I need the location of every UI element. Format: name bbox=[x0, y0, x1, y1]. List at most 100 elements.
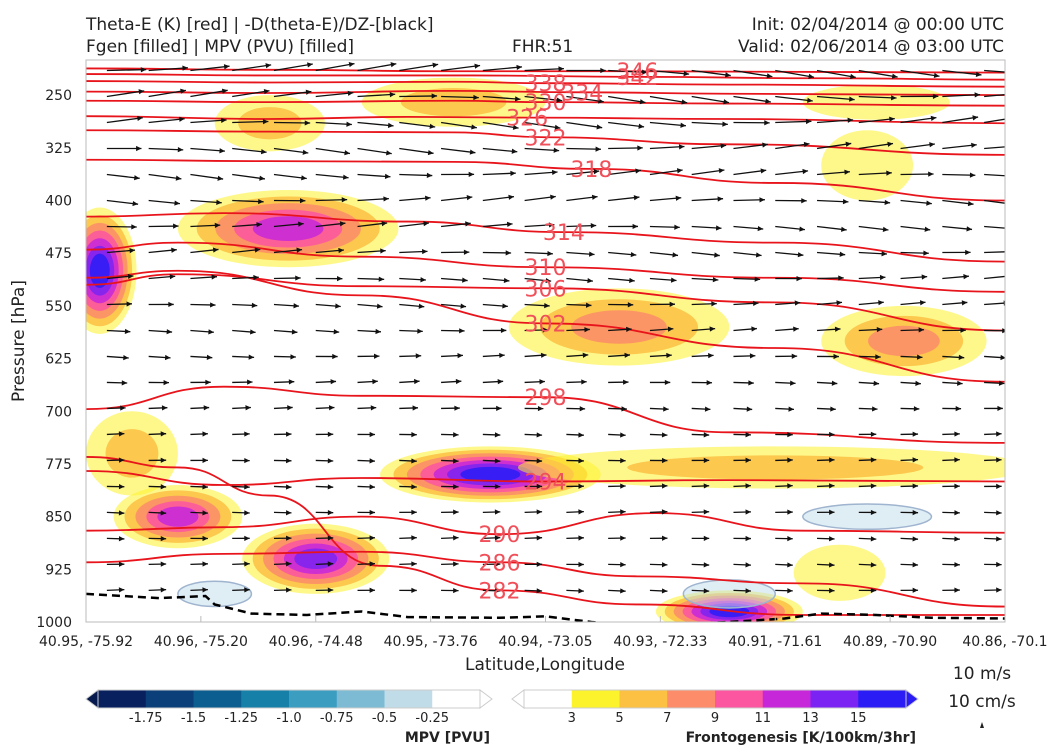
wind-vector-head bbox=[137, 115, 143, 122]
y-tick-label: 400 bbox=[45, 194, 72, 210]
wind-vector-head bbox=[118, 484, 125, 490]
wind-vector-head bbox=[336, 276, 343, 282]
wind-vector bbox=[816, 142, 852, 150]
wind-vector bbox=[106, 117, 143, 124]
wind-vector bbox=[691, 121, 728, 126]
wind-vector bbox=[816, 69, 856, 79]
wind-vector-head bbox=[802, 168, 809, 175]
wind-vector-head bbox=[387, 122, 394, 128]
wind-vector-head bbox=[516, 64, 523, 71]
wind-vector-head bbox=[505, 250, 512, 256]
wind-vector-head bbox=[136, 145, 142, 152]
wind-vector-head bbox=[930, 115, 937, 121]
theta-e-label-310: 310 bbox=[525, 256, 567, 281]
wind-vector-head bbox=[287, 405, 293, 411]
wind-vector-head bbox=[369, 561, 376, 567]
wind-vector-head bbox=[411, 484, 417, 490]
wind-vector-head bbox=[494, 483, 501, 490]
wind-vector bbox=[984, 93, 1005, 98]
wind-vector bbox=[399, 121, 436, 128]
wind-vector bbox=[984, 118, 1005, 124]
wind-vector bbox=[608, 147, 643, 150]
wind-vector-head bbox=[344, 150, 350, 156]
wind-vector-head bbox=[916, 354, 923, 360]
wind-vector-head bbox=[706, 380, 713, 386]
wind-vector bbox=[858, 95, 897, 99]
mpv-patch-0 bbox=[177, 580, 253, 608]
theta-e-label-318: 318 bbox=[570, 158, 612, 183]
y-tick-label: 925 bbox=[45, 562, 72, 578]
wind-vector bbox=[566, 121, 603, 129]
wind-vector-head bbox=[245, 405, 251, 411]
wind-vector bbox=[984, 275, 1005, 280]
wind-vector-head bbox=[787, 457, 793, 463]
wind-vector-head bbox=[288, 379, 295, 385]
wind-vector bbox=[691, 95, 730, 104]
wind-vector-head bbox=[886, 170, 892, 176]
wind-vector-head bbox=[879, 274, 886, 281]
wind-vector bbox=[775, 120, 812, 124]
wind-vector-head bbox=[578, 509, 584, 515]
wind-vector-head bbox=[766, 73, 773, 79]
wind-vector-head bbox=[598, 98, 604, 104]
wind-vector-head bbox=[536, 588, 543, 594]
wind-vector-head bbox=[494, 509, 501, 515]
wind-vector-head bbox=[335, 303, 341, 309]
valid-time: Valid: 02/06/2014 @ 03:00 UTC bbox=[738, 37, 1004, 57]
x-tick-label: 40.96, -74.48 bbox=[269, 634, 363, 650]
wind-vector bbox=[190, 173, 224, 180]
wind-vector-head bbox=[661, 535, 668, 541]
wind-vector-head bbox=[829, 536, 835, 542]
y-tick-label: 550 bbox=[45, 299, 72, 315]
wind-vector-head bbox=[426, 172, 433, 179]
wind-vector-head bbox=[422, 248, 428, 255]
wind-vector-head bbox=[411, 535, 417, 541]
wind-vector-head bbox=[807, 97, 813, 103]
wind-vector-head bbox=[244, 587, 250, 593]
wind-vector-head bbox=[417, 328, 423, 334]
wind-vector bbox=[440, 121, 477, 129]
mpv-patch-2 bbox=[682, 579, 776, 609]
wind-vector-head bbox=[214, 222, 221, 228]
wind-vector-head bbox=[124, 328, 131, 335]
wind-vector-head bbox=[870, 431, 877, 437]
wind-vector-head bbox=[220, 117, 227, 123]
wind-vector-head bbox=[474, 63, 481, 69]
y-axis-label: Pressure [hPa] bbox=[9, 280, 29, 402]
wind-vector bbox=[148, 67, 188, 72]
wind-ref-label-2: 10 cm/s bbox=[948, 692, 1016, 712]
wind-vector-head bbox=[661, 588, 668, 594]
wind-vector-head bbox=[829, 457, 835, 463]
wind-vector-head bbox=[954, 587, 960, 593]
wind-vector-head bbox=[919, 300, 926, 306]
x-tick-label: 40.86, -70.1 bbox=[962, 634, 1047, 650]
wind-vector-head bbox=[672, 252, 679, 258]
colorbar-swatch bbox=[667, 690, 716, 708]
wind-vector-head bbox=[208, 329, 214, 335]
wind-vector bbox=[482, 172, 516, 176]
wind-vector-head bbox=[842, 199, 849, 205]
wind-vector-head bbox=[1018, 70, 1024, 75]
wind-vector-head bbox=[265, 63, 272, 69]
wind-vector bbox=[775, 69, 815, 78]
x-axis-label: Latitude,Longitude bbox=[465, 655, 625, 675]
wind-vector-head bbox=[163, 379, 169, 386]
wind-vector bbox=[942, 93, 981, 98]
wind-vector-head bbox=[286, 510, 292, 516]
wind-vector-head bbox=[790, 380, 796, 386]
wind-vector bbox=[524, 121, 561, 129]
wind-vector-head bbox=[787, 483, 793, 489]
wind-vector-head bbox=[168, 301, 174, 308]
wind-vector-head bbox=[429, 123, 436, 129]
wind-vector bbox=[649, 95, 688, 104]
theta-e-label-338: 338 bbox=[525, 72, 567, 97]
fgen-blob-8-level-5 bbox=[105, 429, 159, 478]
wind-vector-head bbox=[912, 483, 919, 489]
wind-vector bbox=[608, 169, 641, 176]
wind-vector-head bbox=[621, 406, 627, 412]
wind-vector-head bbox=[954, 457, 960, 463]
wind-vector-head bbox=[745, 509, 751, 515]
wind-ref-label-1: 10 m/s bbox=[953, 664, 1011, 684]
wind-vector-head bbox=[299, 198, 306, 204]
